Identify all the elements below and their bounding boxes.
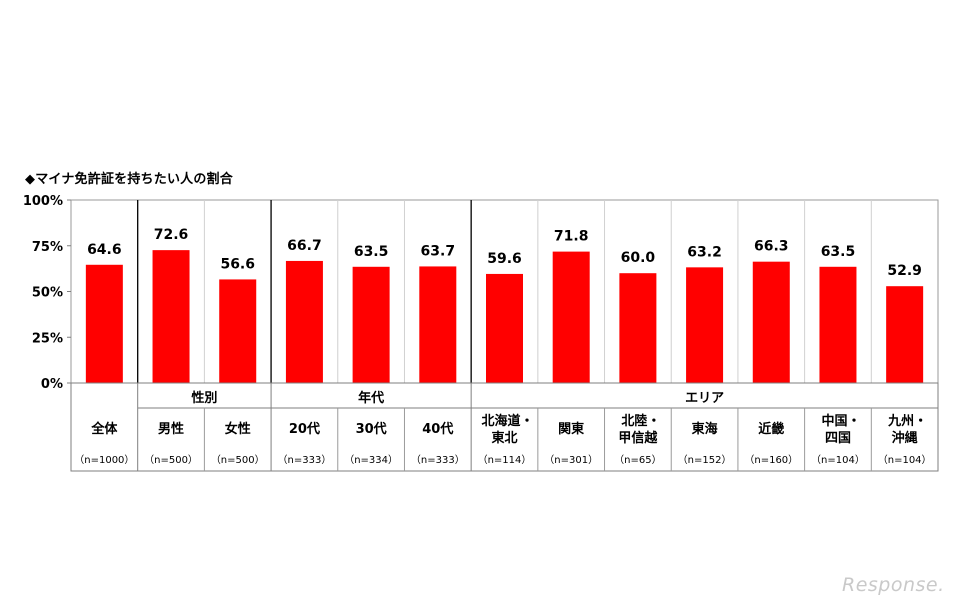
category-label: 北海道・	[481, 413, 533, 429]
bar	[752, 261, 790, 383]
data-label: 66.3	[754, 239, 789, 255]
category-label: 男性	[158, 421, 184, 437]
data-label: 52.9	[887, 263, 922, 279]
bar	[819, 266, 857, 383]
category-label: 関東	[558, 421, 584, 437]
data-label: 60.0	[621, 250, 656, 266]
y-tick-label: 25%	[32, 331, 63, 346]
table-frame	[70, 382, 939, 472]
group-header: 年代	[358, 390, 384, 406]
category-label: 20代	[289, 421, 320, 437]
data-label: 66.7	[287, 238, 322, 254]
category-label: 30代	[356, 421, 387, 437]
sample-size-label: （n=333）	[411, 454, 465, 466]
data-label: 64.6	[87, 242, 122, 258]
y-tick-label: 50%	[32, 286, 63, 301]
category-label: 九州・	[887, 414, 927, 429]
data-label: 56.6	[220, 256, 255, 272]
group-header: 性別	[191, 390, 217, 406]
bar	[352, 266, 390, 383]
category-label: 中国・	[821, 413, 860, 429]
category-label: 全体	[90, 421, 118, 437]
data-label: 63.2	[687, 244, 722, 260]
bar	[552, 251, 590, 383]
category-label: 40代	[422, 421, 453, 437]
chart-title: ◆マイナ免許証を持ちたい人の割合	[25, 172, 233, 187]
sample-size-label: （n=333）	[278, 454, 332, 466]
sample-size-label: （n=500）	[144, 454, 198, 466]
sample-size-label: （n=500）	[211, 454, 265, 466]
sample-size-label: （n=65）	[614, 454, 661, 466]
data-label: 71.8	[554, 229, 589, 245]
sample-size-label: （n=104）	[811, 454, 865, 466]
sample-size-label: （n=334）	[344, 454, 398, 466]
data-label: 59.6	[487, 251, 522, 267]
category-label: 沖縄	[892, 430, 918, 446]
bar	[152, 250, 190, 383]
category-label: 女性	[225, 421, 251, 437]
bars: 64.6 72.6 56.6 66.7 63.5 63.7 59.6 71.8 60.0 63.2…	[85, 227, 924, 383]
data-label: 63.5	[821, 244, 856, 260]
data-label: 63.7	[421, 243, 456, 259]
sample-size-label: （n=152）	[678, 454, 732, 466]
category-label: 北陸・	[621, 413, 660, 429]
sample-size-label: （n=104）	[878, 454, 932, 466]
bar	[686, 267, 724, 383]
bar	[619, 273, 657, 383]
bar	[219, 279, 257, 383]
category-label: 東北	[491, 430, 517, 446]
y-tick-label: 75%	[32, 240, 63, 255]
group-header: エリア	[685, 391, 724, 406]
sample-size-label: （n=1000）	[74, 454, 134, 466]
response-logo: Response.	[842, 574, 945, 596]
sample-size-label: （n=301）	[544, 454, 598, 466]
data-label: 72.6	[154, 227, 189, 243]
plot-area: 100% 75% 50% 25% 0%	[23, 194, 939, 392]
category-label: 近畿	[758, 421, 784, 437]
bar	[886, 286, 924, 383]
data-label: 63.5	[354, 244, 389, 260]
category-label: 甲信越	[618, 430, 658, 446]
bar	[285, 260, 323, 383]
bar	[486, 273, 523, 383]
sample-size-label: （n=114）	[478, 454, 532, 466]
bar	[85, 264, 123, 383]
category-label: 東海	[692, 421, 718, 437]
y-tick-label: 0%	[41, 377, 63, 392]
category-label: 四国	[825, 431, 851, 446]
bar	[419, 266, 457, 383]
sample-size-label: （n=160）	[744, 454, 798, 466]
y-tick-label: 100%	[23, 194, 63, 209]
